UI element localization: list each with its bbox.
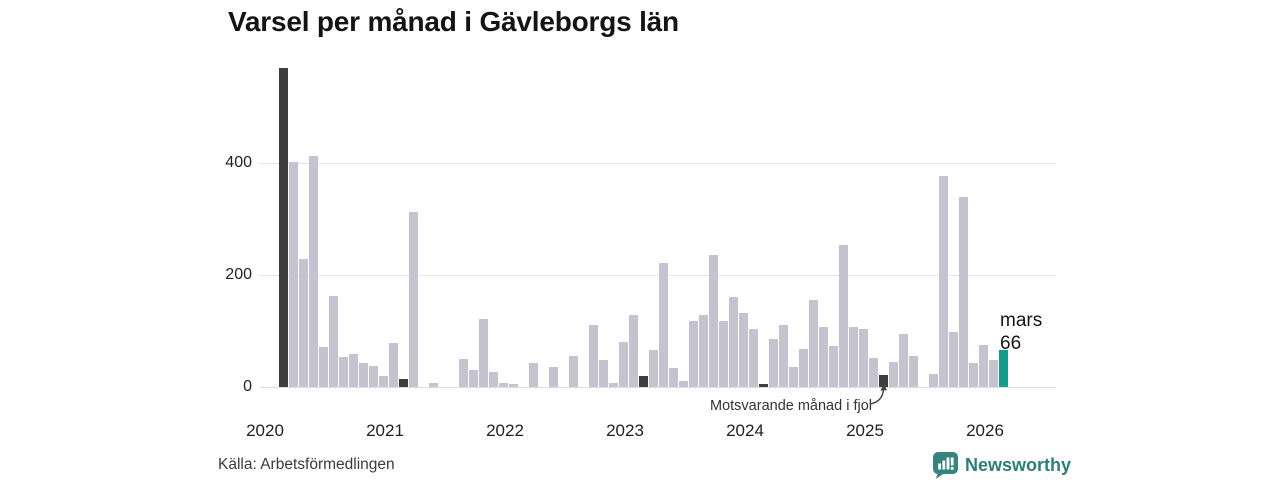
x-tick-2022: 2022 bbox=[486, 421, 524, 440]
bar-2024-01 bbox=[739, 313, 748, 387]
y-axis: 0 200 400 bbox=[170, 64, 260, 395]
bar-2025-02 bbox=[869, 358, 878, 387]
bar-2024-05 bbox=[779, 325, 788, 387]
bar-2024-07 bbox=[799, 349, 808, 387]
bar-2024-02 bbox=[749, 329, 758, 387]
plot-area bbox=[260, 64, 1056, 388]
gridline-400 bbox=[260, 163, 1056, 164]
bar-2024-09 bbox=[819, 327, 828, 387]
bar-2020-04 bbox=[289, 162, 298, 387]
bar-2023-04 bbox=[649, 350, 658, 387]
y-tick-200: 200 bbox=[225, 266, 252, 283]
bar-2023-07 bbox=[679, 381, 688, 387]
bar-2024-11 bbox=[839, 245, 848, 387]
bar-2023-03 bbox=[639, 376, 648, 387]
bar-2023-01 bbox=[619, 342, 628, 387]
bar-2023-09 bbox=[699, 315, 708, 387]
bar-2025-09 bbox=[939, 176, 948, 387]
bar-2023-05 bbox=[659, 263, 668, 387]
highlight-value: 66 bbox=[1000, 333, 1022, 354]
bar-2025-04 bbox=[889, 362, 898, 387]
bar-2021-01 bbox=[379, 376, 388, 387]
bar-2021-02 bbox=[389, 343, 398, 387]
bar-2020-07 bbox=[319, 347, 328, 387]
bar-2021-06 bbox=[429, 383, 438, 387]
bar-2026-02 bbox=[989, 360, 998, 387]
bar-2021-03 bbox=[399, 379, 408, 387]
bar-2026-03 bbox=[999, 350, 1008, 387]
bar-2020-08 bbox=[329, 296, 338, 387]
bar-2022-02 bbox=[509, 384, 518, 387]
bar-2022-01 bbox=[499, 383, 508, 387]
bar-2020-11 bbox=[359, 363, 368, 387]
bar-2021-10 bbox=[469, 370, 478, 387]
gridline-0 bbox=[260, 387, 1056, 388]
bar-2025-10 bbox=[949, 332, 958, 387]
bar-2022-06 bbox=[549, 367, 558, 387]
x-axis: 2020 2021 2022 2023 2024 2025 2026 bbox=[0, 421, 1280, 443]
bar-2024-10 bbox=[829, 346, 838, 387]
bar-2020-12 bbox=[369, 366, 378, 387]
highlight-label: mars 66 bbox=[1000, 309, 1042, 355]
bar-2022-11 bbox=[599, 360, 608, 387]
bar-2023-06 bbox=[669, 368, 678, 387]
bar-2020-03 bbox=[279, 68, 288, 387]
bar-2023-10 bbox=[709, 255, 718, 387]
bar-2020-09 bbox=[339, 357, 348, 387]
bar-2021-12 bbox=[489, 372, 498, 387]
bar-2022-04 bbox=[529, 363, 538, 387]
bar-2023-11 bbox=[719, 321, 728, 387]
x-tick-2020: 2020 bbox=[246, 421, 284, 440]
chart-title: Varsel per månad i Gävleborgs län bbox=[228, 6, 679, 37]
bar-2020-06 bbox=[309, 156, 318, 387]
source-label: Källa: Arbetsförmedlingen bbox=[218, 456, 395, 473]
bar-2022-10 bbox=[589, 325, 598, 387]
y-tick-0: 0 bbox=[243, 378, 252, 395]
newsworthy-wordmark: Newsworthy bbox=[965, 455, 1072, 475]
bar-2021-04 bbox=[409, 212, 418, 387]
bar-2020-10 bbox=[349, 354, 358, 387]
bar-2022-12 bbox=[609, 383, 618, 387]
y-tick-400: 400 bbox=[225, 154, 252, 171]
bar-2021-11 bbox=[479, 319, 488, 387]
x-tick-2023: 2023 bbox=[606, 421, 644, 440]
annotation-same-month-last-year: Motsvarande månad i fjol bbox=[710, 398, 872, 414]
x-tick-2021: 2021 bbox=[366, 421, 404, 440]
bar-2022-08 bbox=[569, 356, 578, 387]
bar-2025-08 bbox=[929, 374, 938, 387]
bar-2025-05 bbox=[899, 334, 908, 387]
bar-2024-08 bbox=[809, 300, 818, 387]
bar-2023-08 bbox=[689, 321, 698, 387]
newsworthy-logo[interactable]: Newsworthy bbox=[933, 452, 1071, 479]
bar-2023-12 bbox=[729, 297, 738, 387]
bar-2024-04 bbox=[769, 339, 778, 387]
bar-2020-05 bbox=[299, 259, 308, 387]
bar-2025-03 bbox=[879, 375, 888, 387]
highlight-month: mars bbox=[1000, 310, 1043, 331]
bar-2024-12 bbox=[849, 327, 858, 387]
bar-2025-06 bbox=[909, 356, 918, 387]
gridline-200 bbox=[260, 275, 1056, 276]
bar-2025-12 bbox=[969, 363, 978, 387]
newsworthy-icon bbox=[933, 452, 958, 479]
bar-2025-11 bbox=[959, 197, 968, 387]
bar-2023-02 bbox=[629, 315, 638, 387]
bar-2021-09 bbox=[459, 359, 468, 387]
bar-2025-01 bbox=[859, 329, 868, 387]
bar-2024-06 bbox=[789, 367, 798, 387]
bar-2026-01 bbox=[979, 345, 988, 387]
bar-2024-03 bbox=[759, 384, 768, 387]
x-tick-2026: 2026 bbox=[966, 421, 1004, 440]
curved-arrow-icon bbox=[869, 383, 887, 405]
x-tick-2024: 2024 bbox=[726, 421, 764, 440]
x-tick-2025: 2025 bbox=[846, 421, 884, 440]
